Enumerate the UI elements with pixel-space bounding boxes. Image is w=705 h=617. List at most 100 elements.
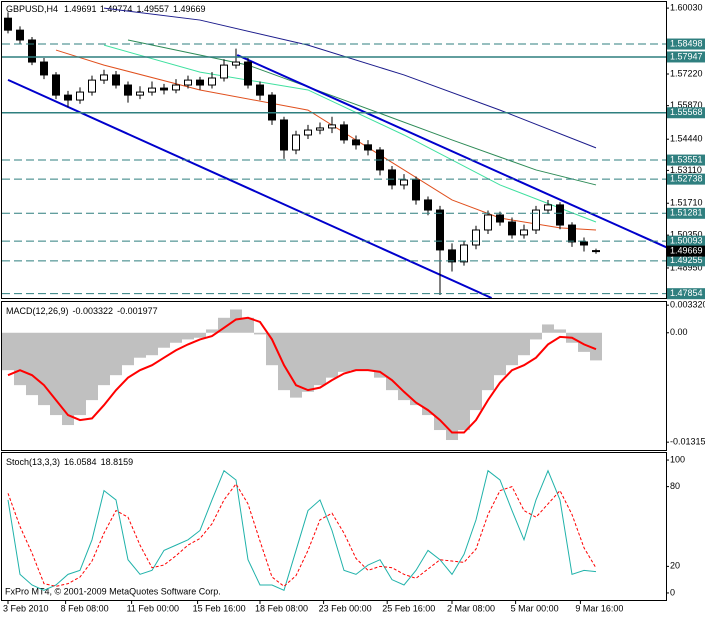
x-tick-label: 3 Feb 2010 <box>3 603 49 613</box>
watermark: FxPro MT4, © 2001-2009 MetaQuotes Softwa… <box>5 586 221 596</box>
candle-body <box>436 209 444 251</box>
macd-panel <box>1 301 667 451</box>
candle-body <box>28 39 36 63</box>
macd-bar <box>14 332 26 386</box>
y-tick-label: 1.50350 <box>670 230 703 240</box>
macd-bar <box>458 332 470 431</box>
macd-bar <box>410 332 422 406</box>
x-tick-label: 9 Mar 16:00 <box>575 603 623 613</box>
candle-body <box>52 74 60 96</box>
stoch-title: Stoch(13,3,3) <box>6 457 60 467</box>
level-box <box>667 255 705 267</box>
level-label: 1.55568 <box>670 107 703 117</box>
candle-body <box>172 84 180 91</box>
candle-body <box>304 129 312 136</box>
candle-body <box>472 229 480 246</box>
macd-bar <box>230 309 242 333</box>
moving-average <box>127 39 597 186</box>
price-panel <box>1 1 667 299</box>
macd-bar <box>578 332 590 352</box>
main-line <box>7 469 597 591</box>
macd-bar <box>554 329 566 333</box>
macd-bar <box>374 332 386 378</box>
y-tick-label: 100 <box>670 454 685 464</box>
candle-body <box>232 61 240 66</box>
macd-bar <box>122 332 134 366</box>
macd-bar <box>26 332 38 396</box>
macd-bar <box>350 332 362 371</box>
level-label: 1.58498 <box>670 38 703 48</box>
candle-body <box>580 241 588 246</box>
y-tick-label: 1.51710 <box>670 198 703 208</box>
y-tick-label: 80 <box>670 481 680 491</box>
level-box <box>667 154 705 166</box>
y-tick-label: 1.60030 <box>670 2 703 12</box>
macd-bar <box>362 332 374 371</box>
level-label: 1.49255 <box>670 255 703 265</box>
macd-bar <box>482 332 494 391</box>
candle-body <box>484 214 492 231</box>
candle-body <box>100 74 108 81</box>
trend-line <box>236 54 666 249</box>
y-tick-label: 1.48950 <box>670 262 703 272</box>
y-tick-label: 1.57220 <box>670 68 703 78</box>
macd-bar <box>530 332 542 340</box>
level-box <box>667 235 705 247</box>
candle-body <box>544 204 552 211</box>
level-box <box>667 38 705 50</box>
price-header: GBPUSD,H4 1.49691 1.49774 1.49557 1.49669 <box>6 4 206 14</box>
price-box <box>667 245 705 257</box>
candle-body <box>400 179 408 186</box>
x-tick-label: 15 Feb 16:00 <box>193 603 246 613</box>
candle-body <box>244 61 252 86</box>
macd-bar <box>422 332 434 416</box>
macd-bar <box>98 332 110 386</box>
y-tick-label: 1.55870 <box>670 100 703 110</box>
candle-body <box>364 144 372 151</box>
level-label: 1.53551 <box>670 154 703 164</box>
x-tick-label: 5 Mar 00:00 <box>511 603 559 613</box>
candle-body <box>568 224 576 243</box>
moving-average <box>103 7 597 149</box>
candle-body <box>592 250 600 253</box>
stoch-plot <box>7 469 597 591</box>
macd-bar <box>110 332 122 376</box>
macd-bar <box>542 324 554 333</box>
y-tick-label: 0.00 <box>670 327 688 337</box>
macd-bar <box>506 332 518 366</box>
macd-bar <box>62 332 74 426</box>
macd-bar <box>74 332 86 416</box>
stoch-panel <box>1 452 667 601</box>
stoch-signal-readout: 18.8159 <box>101 457 134 467</box>
candle-body <box>388 169 396 186</box>
y-tick-label: 1.53110 <box>670 165 702 175</box>
candle-body <box>124 84 132 96</box>
macd-bar <box>134 332 146 358</box>
y-tick-label: -0.013158 <box>670 437 705 447</box>
y-tick-label: 0.003320 <box>670 300 705 310</box>
level-label: 1.47854 <box>670 288 703 298</box>
level-box <box>667 288 705 300</box>
macd-bar <box>86 332 98 401</box>
candle-body <box>556 204 564 226</box>
macd-bar <box>302 332 314 392</box>
macd-bar <box>518 332 530 356</box>
symbol: GBPUSD,H4 <box>6 4 58 14</box>
level-box <box>667 107 705 119</box>
candle-body <box>508 221 516 236</box>
candle-body <box>532 209 540 231</box>
macd-plot <box>2 309 602 441</box>
candle-body <box>184 79 192 86</box>
macd-bar <box>182 332 194 340</box>
macd-bar <box>266 332 278 366</box>
candle-body <box>424 199 432 211</box>
macd-bar <box>386 332 398 391</box>
candle-body <box>196 79 204 86</box>
macd-bar <box>314 332 326 386</box>
stoch-header: Stoch(13,3,3) 16.0584 18.8159 <box>6 457 133 467</box>
macd-bar <box>398 332 410 401</box>
macd-title: MACD(12,26,9) <box>6 306 69 316</box>
y-tick-label: 0 <box>670 587 675 597</box>
candle-body <box>280 119 288 151</box>
